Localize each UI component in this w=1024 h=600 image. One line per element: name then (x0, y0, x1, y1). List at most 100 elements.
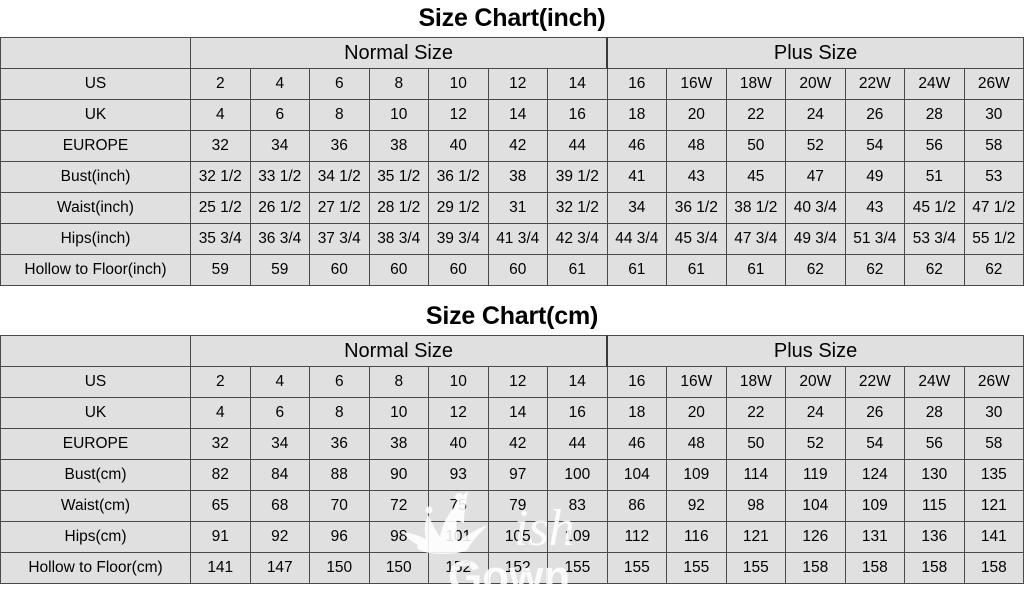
cell: 56 (904, 428, 965, 460)
row-label-europe: EUROPE (0, 130, 191, 162)
cell: 16 (547, 397, 608, 429)
cell: 26 1/2 (249, 192, 310, 224)
row-label-us: US (0, 68, 191, 100)
cell: 18W (725, 68, 787, 100)
cell: 155 (725, 552, 787, 584)
cell: 155 (606, 552, 668, 584)
cell: 28 (904, 397, 965, 429)
group-header-plus-size: Plus Size (606, 335, 1024, 367)
cell: 109 (844, 490, 906, 522)
cell: 104 (785, 490, 846, 522)
cell: 100 (547, 459, 608, 491)
cell: 26W (963, 366, 1024, 398)
cell: 109 (666, 459, 727, 491)
cell: 54 (844, 130, 906, 162)
cell: 27 1/2 (309, 192, 370, 224)
cell: 48 (666, 130, 727, 162)
cell: 104 (606, 459, 668, 491)
cell: 14 (487, 99, 548, 131)
cell: 52 (785, 130, 846, 162)
cell: 88 (309, 459, 370, 491)
cell: 124 (844, 459, 906, 491)
cell: 10 (428, 68, 489, 100)
cell: 10 (428, 366, 489, 398)
cell: 152 (428, 552, 489, 584)
cell: 130 (904, 459, 965, 491)
cell: 36 1/2 (666, 192, 727, 224)
cell: 42 3/4 (547, 223, 608, 255)
cell: 24 (785, 397, 846, 429)
row-label-waist: Waist(cm) (0, 490, 191, 522)
cell: 79 (487, 490, 548, 522)
cell: 14 (547, 68, 608, 100)
cell: 75 (428, 490, 489, 522)
cell: 16W (666, 366, 727, 398)
cell: 20 (666, 99, 727, 131)
row-label-hollow-to-floor: Hollow to Floor(cm) (0, 552, 191, 584)
cell: 61 (725, 254, 787, 286)
cell: 131 (844, 521, 906, 553)
cell: 24W (904, 68, 965, 100)
row-label-uk: UK (0, 397, 191, 429)
corner-cell (0, 335, 191, 367)
table-row: Hollow to Floor(cm) 141 147 150 150 152 … (0, 552, 1024, 584)
cell: 60 (368, 254, 429, 286)
cell: 16 (606, 68, 668, 100)
cell: 59 (249, 254, 310, 286)
cell: 8 (309, 397, 370, 429)
cell: 18W (725, 366, 787, 398)
cell: 18 (606, 99, 668, 131)
cell: 36 1/2 (428, 161, 489, 193)
cell: 150 (309, 552, 370, 584)
cell: 8 (368, 366, 429, 398)
cell: 109 (547, 521, 608, 553)
cell: 50 (725, 130, 787, 162)
cell: 24W (904, 366, 965, 398)
cell: 10 (368, 99, 429, 131)
cell: 136 (904, 521, 965, 553)
cell: 41 (606, 161, 668, 193)
cell: 90 (368, 459, 429, 491)
cell: 36 (309, 130, 370, 162)
cell: 40 3/4 (785, 192, 846, 224)
cell: 60 (487, 254, 548, 286)
row-label-hips: Hips(cm) (0, 521, 191, 553)
cell: 84 (249, 459, 310, 491)
table-row: Hollow to Floor(inch) 59 59 60 60 60 60 … (0, 254, 1024, 286)
row-label-bust: Bust(inch) (0, 161, 191, 193)
cell: 4 (249, 68, 310, 100)
row-label-europe: EUROPE (0, 428, 191, 460)
cell: 50 (725, 428, 787, 460)
cell: 6 (249, 99, 310, 131)
cell: 158 (963, 552, 1024, 584)
cell: 60 (428, 254, 489, 286)
cell: 147 (249, 552, 310, 584)
cell: 39 3/4 (428, 223, 489, 255)
group-header-normal-size: Normal Size (190, 335, 608, 367)
table-row: UK 4 6 8 10 12 14 16 18 20 22 24 26 28 3… (0, 397, 1024, 429)
page-title-inch: Size Chart(inch) (418, 4, 606, 32)
cell: 92 (666, 490, 727, 522)
cell: 2 (190, 68, 251, 100)
cell: 61 (606, 254, 668, 286)
cell: 62 (963, 254, 1024, 286)
cell: 34 1/2 (309, 161, 370, 193)
group-header-plus-size: Plus Size (606, 37, 1024, 69)
cell: 36 (309, 428, 370, 460)
size-table-inch: Normal Size Plus Size US 2 4 6 8 10 12 1… (0, 37, 1024, 286)
cell: 25 1/2 (190, 192, 251, 224)
cell: 16W (666, 68, 727, 100)
table-row: US 2 4 6 8 10 12 14 16 16W 18W 20W 22W 2… (0, 68, 1024, 100)
cell: 34 (249, 428, 310, 460)
cell: 33 1/2 (249, 161, 310, 193)
cell: 158 (904, 552, 965, 584)
cell: 155 (666, 552, 727, 584)
cell: 86 (606, 490, 668, 522)
cell: 38 (368, 130, 429, 162)
table-row: Hips(cm) 91 92 96 98 101 105 109 112 116… (0, 521, 1024, 553)
size-chart-cm-block: Size Chart(cm) Normal Size Plus Size US … (0, 298, 1024, 584)
cell: 39 1/2 (547, 161, 608, 193)
table-row: Waist(cm) 65 68 70 72 75 79 83 86 92 98 … (0, 490, 1024, 522)
cell: 43 (666, 161, 727, 193)
corner-cell (0, 37, 191, 69)
